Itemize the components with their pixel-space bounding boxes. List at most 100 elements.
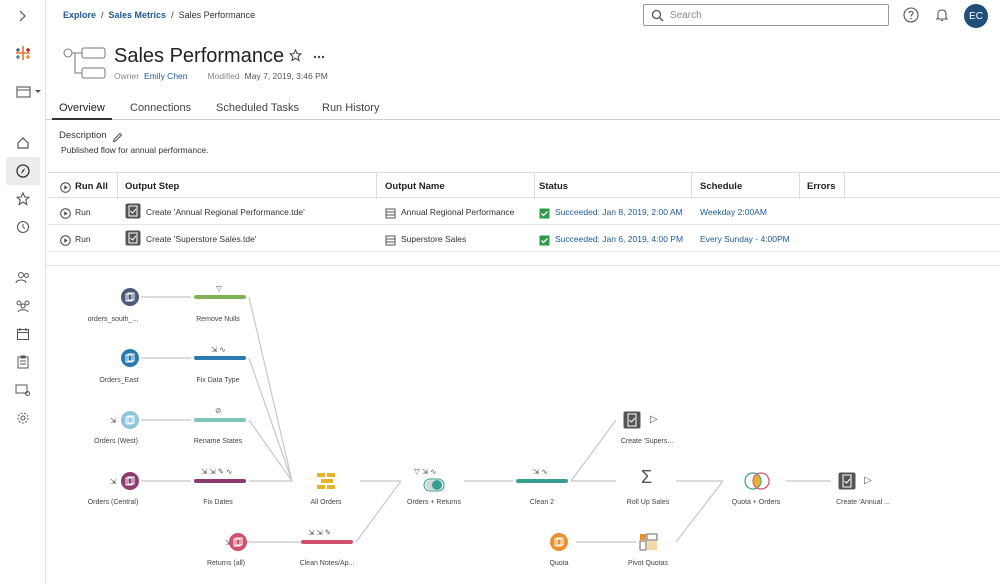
output-step-icon xyxy=(125,230,141,251)
breadcrumb-separator: / xyxy=(171,10,174,20)
input-orders-west-label: Orders (West) xyxy=(94,438,138,445)
union-icon[interactable] xyxy=(316,472,338,495)
pivot-icon[interactable] xyxy=(639,533,659,556)
input-change-icon: ⇲ xyxy=(110,416,117,425)
input-returns-node[interactable] xyxy=(229,533,247,551)
settings-gear-icon[interactable] xyxy=(13,408,33,428)
tab-overview[interactable]: Overview xyxy=(59,102,105,114)
favorites-star-icon[interactable] xyxy=(13,189,33,209)
output-step-name[interactable]: Create 'Annual Regional Performance.tde' xyxy=(146,207,305,217)
input-orders-south-label: orders_south_... xyxy=(87,316,139,323)
schedule-link[interactable]: Weekday 2:00AM xyxy=(700,207,767,217)
input-orders-west-node[interactable] xyxy=(121,411,139,429)
col-output-step[interactable]: Output Step xyxy=(125,181,180,192)
more-actions-icon[interactable] xyxy=(313,49,325,67)
datasource-icon xyxy=(385,206,396,224)
clean2-step[interactable] xyxy=(516,479,568,483)
clean-notes-step[interactable] xyxy=(301,540,353,544)
section-divider xyxy=(46,265,1000,266)
table-row: Run Create 'Annual Regional Performance.… xyxy=(48,198,1000,225)
run-output-play-icon[interactable]: ▷ xyxy=(650,414,658,425)
create-superstore-label: Create 'Supers... xyxy=(620,438,674,445)
tab-scheduled-tasks[interactable]: Scheduled Tasks xyxy=(216,102,299,114)
left-nav-rail xyxy=(0,0,46,584)
run-play-icon[interactable] xyxy=(60,233,71,251)
join-icon[interactable] xyxy=(423,478,445,497)
search-icon xyxy=(651,9,664,27)
change-icons: ⇲ ∿ xyxy=(211,345,226,354)
input-change-icon: ⇲ xyxy=(110,477,117,486)
fix-dates-step[interactable] xyxy=(194,479,246,483)
tasks-clipboard-icon[interactable] xyxy=(13,352,33,372)
owner-link[interactable]: Emily Chen xyxy=(144,71,188,81)
aggregate-sigma-icon[interactable]: Σ xyxy=(641,467,653,487)
col-errors[interactable]: Errors xyxy=(807,181,836,192)
output-superstore-icon[interactable] xyxy=(623,411,641,434)
status-link[interactable]: Succeeded: Jan 8, 2019, 2:00 AM xyxy=(555,207,683,217)
input-orders-central-node[interactable] xyxy=(121,472,139,490)
col-output-name[interactable]: Output Name xyxy=(385,181,445,192)
run-output-play-icon[interactable]: ▷ xyxy=(864,475,872,486)
orders-returns-label: Orders + Returns xyxy=(407,499,461,506)
schedule-link[interactable]: Every Sunday - 4:00PM xyxy=(700,234,790,244)
run-button[interactable]: Run xyxy=(75,207,91,217)
schedules-calendar-icon[interactable] xyxy=(13,324,33,344)
breadcrumb-project[interactable]: Sales Metrics xyxy=(108,10,167,20)
content-type-menu-icon[interactable] xyxy=(15,82,43,102)
remove-nulls-step[interactable] xyxy=(194,295,246,299)
fix-data-type-step[interactable] xyxy=(194,356,246,360)
favorite-star-icon[interactable] xyxy=(288,48,303,67)
roll-up-sales-label: Roll Up Sales xyxy=(626,499,670,506)
users-icon[interactable] xyxy=(13,268,33,288)
datasource-icon xyxy=(385,233,396,251)
server-status-icon[interactable] xyxy=(13,380,33,400)
breadcrumb-explore[interactable]: Explore xyxy=(63,10,97,20)
status-link[interactable]: Succeeded: Jan 6, 2019, 4:00 PM xyxy=(555,234,684,244)
tableau-logo-icon[interactable] xyxy=(13,43,33,63)
groups-icon[interactable] xyxy=(13,296,33,316)
column-divider xyxy=(691,173,692,199)
clean-notes-label: Clean Notes/Ap... xyxy=(299,560,355,567)
meta-spacer xyxy=(193,71,203,81)
notifications-bell-icon[interactable] xyxy=(934,7,950,28)
table-header: Run All Output Step Output Name Status S… xyxy=(48,172,1000,199)
recents-clock-icon[interactable] xyxy=(13,217,33,237)
search-input[interactable]: Search xyxy=(643,4,889,26)
output-name-link[interactable]: Superstore Sales xyxy=(401,234,467,244)
output-step-name[interactable]: Create 'Superstore Sales.tde' xyxy=(146,234,257,244)
rename-states-step[interactable] xyxy=(194,418,246,422)
tab-connections[interactable]: Connections xyxy=(130,102,192,114)
run-button[interactable]: Run xyxy=(75,234,91,244)
home-icon[interactable] xyxy=(13,133,33,153)
col-status[interactable]: Status xyxy=(539,181,569,192)
remove-nulls-label: Remove Nulls xyxy=(196,316,240,323)
edit-pencil-icon[interactable] xyxy=(112,130,123,148)
active-tab-indicator xyxy=(52,118,112,120)
join-quota-orders-icon[interactable] xyxy=(743,472,771,495)
col-schedule[interactable]: Schedule xyxy=(700,181,743,192)
flow-canvas: orders_south_... Orders_East ⇲ Orders (W… xyxy=(46,270,1000,584)
tab-run-history[interactable]: Run History xyxy=(322,102,380,114)
run-all-play-icon[interactable] xyxy=(60,180,71,198)
change-icons: ⇲ ⇲ ✎ xyxy=(308,528,332,537)
modified-label: Modified xyxy=(207,71,240,81)
input-orders-east-node[interactable] xyxy=(121,349,139,367)
fix-data-type-label: Fix Data Type xyxy=(196,377,240,384)
explore-icon[interactable] xyxy=(6,157,40,185)
flow-connectors xyxy=(141,296,831,543)
help-icon[interactable] xyxy=(903,7,919,28)
user-avatar[interactable]: EC xyxy=(964,4,988,28)
change-icons: ⇲ ∿ xyxy=(533,467,548,476)
run-all-button[interactable]: Run All xyxy=(75,181,108,192)
run-play-icon[interactable] xyxy=(60,206,71,224)
clean2-label: Clean 2 xyxy=(529,499,555,506)
expand-chevron-icon[interactable] xyxy=(13,6,33,26)
quota-label: Quota xyxy=(549,560,569,567)
input-change-icon: ⇲ xyxy=(225,538,231,547)
input-orders-south-node[interactable] xyxy=(121,288,139,306)
input-quota-node[interactable] xyxy=(550,533,568,551)
search-placeholder: Search xyxy=(670,10,702,21)
output-annual-icon[interactable] xyxy=(838,472,856,495)
output-name-link[interactable]: Annual Regional Performance xyxy=(401,207,515,217)
change-icons: ⇲ ⇲ ✎ ∿ xyxy=(201,467,233,476)
